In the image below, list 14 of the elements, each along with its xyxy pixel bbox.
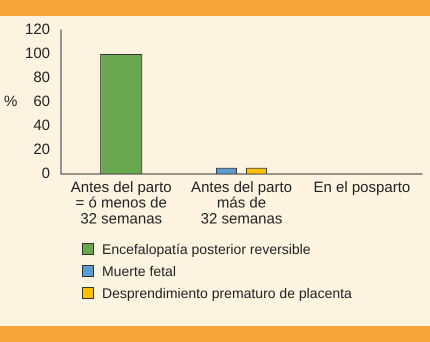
y-tick-label: 120 (24, 21, 50, 38)
x-tick-label: Antes del parto = ó menos de 32 semanas (70, 178, 172, 228)
y-tick-label: 80 (33, 69, 50, 86)
y-tick-label: 100 (24, 45, 50, 62)
x-tick-label: En el posparto (313, 178, 410, 196)
x-tick-label: Antes del parto más de 32 semanas (191, 178, 292, 228)
y-tick-label: 60 (33, 93, 50, 110)
y-axis-title: % (4, 93, 18, 110)
y-tick-label: 20 (33, 140, 50, 158)
legend-label: Encefalopatía posterior reversible (102, 241, 311, 257)
legend-label: Muerte fetal (102, 263, 176, 279)
y-tick-label: 0 (42, 164, 50, 182)
legend-label: Desprendimiento prematuro de placenta (102, 285, 352, 301)
y-tick-label: 40 (33, 116, 50, 134)
